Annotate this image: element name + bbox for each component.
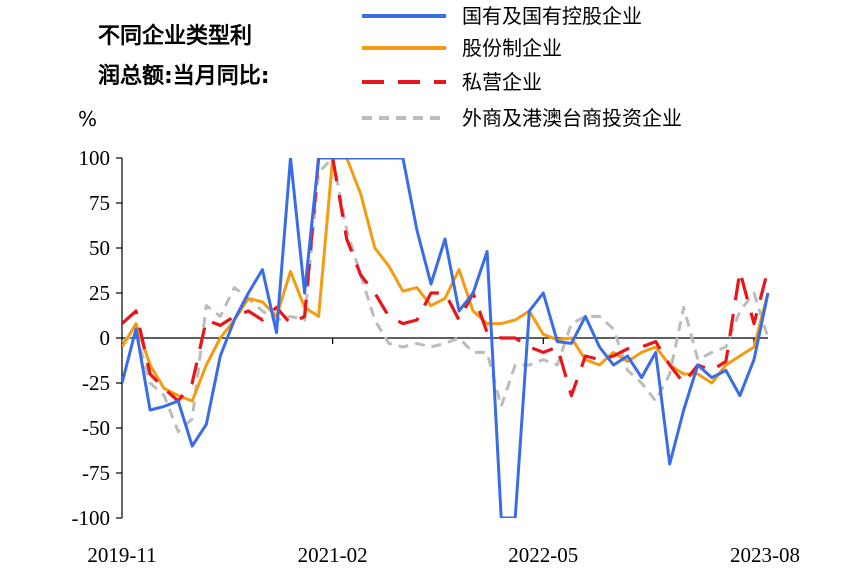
series-line-foreign [122,158,770,434]
y-tick-label: -100 [72,506,111,530]
x-tick-label: 2022-05 [508,543,578,567]
y-tick-label: 100 [79,146,111,170]
legend-label-joint-stock: 股份制企业 [462,36,562,60]
y-tick-label: 75 [89,191,110,215]
legend-label-private: 私营企业 [462,70,542,94]
y-tick-label: -25 [82,371,110,395]
y-tick-label: -75 [82,461,110,485]
legend-label-soe: 国有及国有控股企业 [462,4,642,28]
series-line-joint-stock [122,158,770,403]
x-tick-label: 2023-08 [730,543,800,567]
chart-title-line-2: 润总额:当月同比: [98,63,270,89]
y-tick-label: -50 [82,416,110,440]
series-lines [122,158,770,518]
y-ticks: 100 75 50 25 0 -25 -50 -75 -100 [72,146,122,530]
legend: 国有及国有控股企业 股份制企业 私营企业 外商及港澳台商投资企业 [362,4,682,130]
x-ticks: 2019-11 2021-02 2022-05 2023-08 [87,338,800,567]
y-tick-label: 0 [100,326,111,350]
chart-title-line-1: 不同企业类型利 [98,23,252,49]
x-tick-label: 2019-11 [87,543,156,567]
y-axis-unit-label: % [78,107,97,131]
y-tick-label: 50 [89,236,110,260]
series-line-private [122,158,770,403]
x-tick-label: 2021-02 [298,543,368,567]
series-line-soe [122,158,770,518]
y-tick-label: 25 [89,281,110,305]
legend-label-foreign: 外商及港澳台商投资企业 [462,106,682,130]
